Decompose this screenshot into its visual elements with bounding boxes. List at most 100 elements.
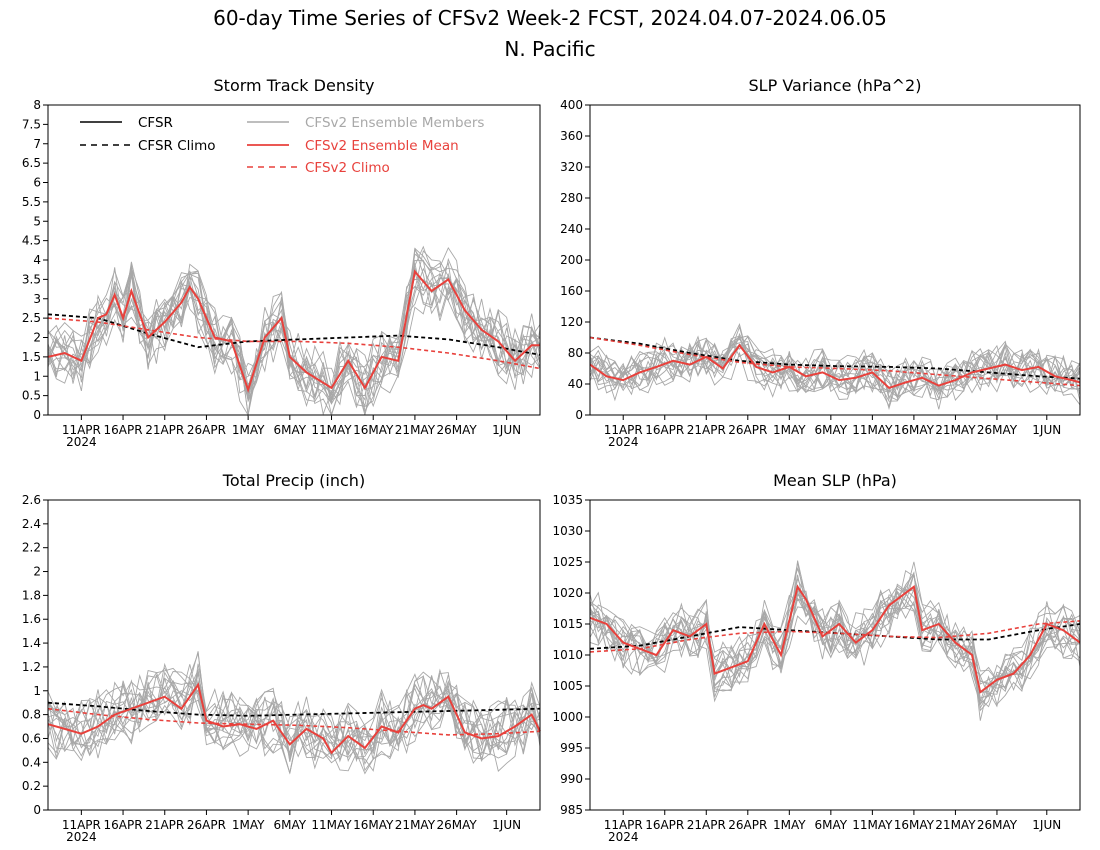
y-tick-label: 1010: [552, 648, 583, 662]
ensemble-mean-line: [47, 682, 541, 755]
panel-title: Total Precip (inch): [222, 471, 365, 490]
panel-total-precip: Total Precip (inch) 0 0.2 0.4 0.6 0.8 1 1.2 1.4 1…: [22, 471, 541, 844]
x-tick-label: 16APR: [645, 423, 684, 437]
y-tick-label: 0: [575, 408, 583, 422]
ensemble-member-line: [47, 682, 541, 775]
y-tick-label: 985: [560, 803, 583, 817]
y-tick-label: 1.5: [22, 350, 41, 364]
panel-title: Mean SLP (hPa): [773, 471, 897, 490]
y-tick-label: 2: [33, 331, 41, 345]
plot-frame: [589, 104, 1081, 416]
y-tick-label: 2.6: [22, 493, 41, 507]
x-tick-label: 16MAY: [894, 818, 935, 832]
x-tick-label: 1JUN: [1032, 423, 1061, 437]
x-tick-label: 26MAY: [977, 818, 1018, 832]
y-tick-label: 6.5: [22, 156, 41, 170]
y-tick-label: 0: [33, 408, 41, 422]
x-tick-label: 11MAY: [311, 423, 352, 437]
y-tick-label: 1.6: [22, 612, 41, 626]
year-label: 2024: [608, 435, 639, 449]
ensemble-member-line: [47, 261, 541, 407]
y-tick-label: 5: [33, 214, 41, 228]
y-tick-label: 1035: [552, 493, 583, 507]
legend: CFSR CFSR Climo CFSv2 Ensemble Members C…: [80, 115, 484, 176]
y-tick-label: 1.2: [22, 660, 41, 674]
y-tick-label: 1: [33, 684, 41, 698]
x-tick-label: 16MAY: [353, 818, 394, 832]
x-tick-label: 16MAY: [353, 423, 394, 437]
y-tick-label: 120: [560, 315, 583, 329]
y-tick-label: 0.6: [22, 731, 41, 745]
x-tick-label: 1JUN: [492, 423, 521, 437]
y-tick-label: 160: [560, 284, 583, 298]
y-tick-label: 240: [560, 222, 583, 236]
y-tick-label: 400: [560, 98, 583, 112]
cfsv2-climo-line: [589, 336, 1081, 387]
y-tick-label: 995: [560, 741, 583, 755]
x-tick-label: 1JUN: [492, 818, 521, 832]
y-tick-label: 40: [568, 377, 583, 391]
figure-subtitle: N. Pacific: [504, 37, 595, 61]
plot-frame: [47, 499, 541, 811]
y-tick-label: 280: [560, 191, 583, 205]
figure-title: 60-day Time Series of CFSv2 Week-2 FCST,…: [213, 6, 887, 30]
y-tick-label: 1030: [552, 524, 583, 538]
ensemble-member-line: [589, 325, 1081, 398]
x-tick-label: 16APR: [104, 423, 143, 437]
y-tick-label: 1025: [552, 555, 583, 569]
x-tick-label: 11MAY: [311, 818, 352, 832]
ensemble-member-line: [589, 590, 1081, 708]
y-tick-label: 2: [33, 565, 41, 579]
y-tick-label: 2.5: [22, 311, 41, 325]
y-tick-label: 360: [560, 129, 583, 143]
y-tick-label: 200: [560, 253, 583, 267]
x-tick-label: 26APR: [187, 423, 226, 437]
ensemble-member-line: [589, 339, 1081, 401]
ensemble-member-line: [589, 577, 1081, 712]
y-tick-label: 320: [560, 160, 583, 174]
x-tick-label: 26MAY: [977, 423, 1018, 437]
y-tick-label: 2.4: [22, 517, 41, 531]
cfsr-climo-line: [589, 336, 1081, 380]
ensemble-member-line: [47, 673, 541, 761]
legend-mean-label: CFSv2 Ensemble Mean: [305, 138, 459, 154]
ensemble-member-line: [47, 269, 541, 388]
y-tick-label: 1: [33, 369, 41, 383]
ensemble-member-line: [47, 680, 541, 775]
x-tick-label: 26APR: [728, 818, 767, 832]
panel-slp-variance: SLP Variance (hPa^2) 0 40 80 120 160 200 240 280…: [560, 76, 1081, 449]
y-tick-label: 1005: [552, 679, 583, 693]
y-tick-label: 4: [33, 253, 41, 267]
ensemble-member-line: [589, 585, 1081, 721]
x-tick-label: 6MAY: [815, 818, 848, 832]
y-tick-label: 7.5: [22, 117, 41, 131]
y-tick-label: 1000: [552, 710, 583, 724]
y-tick-label: 0.2: [22, 779, 41, 793]
y-tick-label: 80: [568, 346, 583, 360]
y-tick-label: 990: [560, 772, 583, 786]
y-tick-label: 0.5: [22, 389, 41, 403]
x-tick-label: 11APR: [604, 818, 643, 832]
y-tick-label: 7: [33, 137, 41, 151]
x-tick-label: 11APR: [62, 818, 101, 832]
plot-frame: [589, 499, 1081, 811]
x-tick-label: 16MAY: [894, 423, 935, 437]
ensemble-member-line: [47, 248, 541, 417]
plot-frame: [47, 104, 541, 416]
y-tick-label: 1020: [552, 586, 583, 600]
y-tick-label: 1015: [552, 617, 583, 631]
x-tick-label: 1MAY: [773, 423, 806, 437]
ensemble-mean-line: [47, 269, 540, 393]
panel-title: SLP Variance (hPa^2): [749, 76, 922, 95]
x-tick-label: 11MAY: [852, 818, 893, 832]
y-tick-label: 3: [33, 292, 41, 306]
x-tick-label: 1MAY: [232, 423, 265, 437]
y-tick-label: 1.8: [22, 588, 41, 602]
panel-title: Storm Track Density: [214, 76, 375, 95]
x-tick-label: 6MAY: [274, 423, 307, 437]
x-tick-label: 1MAY: [232, 818, 265, 832]
x-tick-label: 21MAY: [935, 423, 976, 437]
y-tick-label: 1.4: [22, 636, 41, 650]
x-tick-label: 16APR: [104, 818, 143, 832]
